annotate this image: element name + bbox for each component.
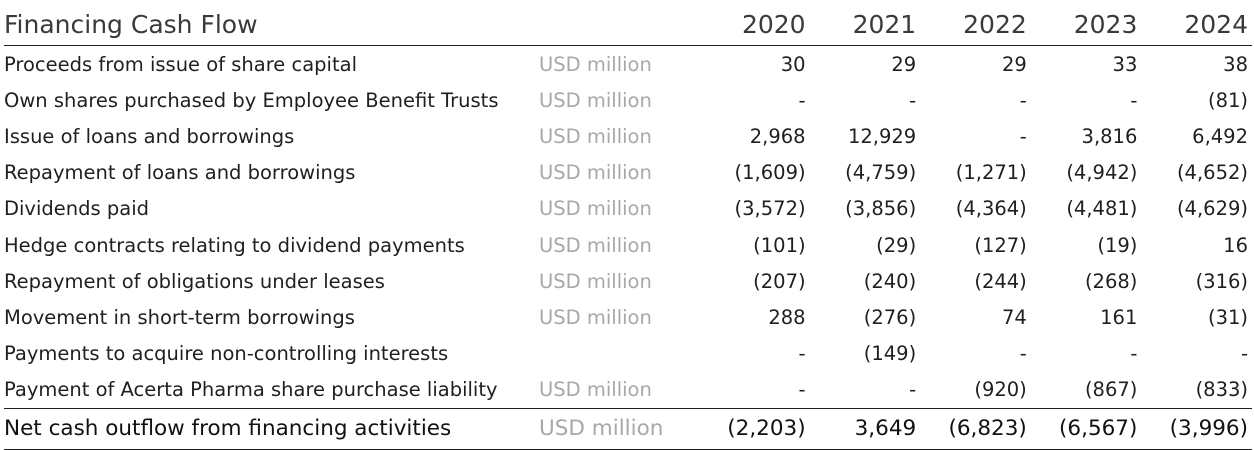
row-value: (240) — [863, 269, 917, 293]
row-value: - — [1130, 342, 1138, 366]
row-value: (3,856) — [845, 197, 917, 221]
total-unit: USD million — [539, 407, 699, 450]
row-value: (833) — [1195, 378, 1248, 402]
row-value: (1,271) — [955, 161, 1027, 185]
row-value: - — [1130, 88, 1138, 112]
row-value: (276) — [863, 305, 917, 329]
row-label: Hedge contracts relating to dividend pay… — [4, 233, 465, 257]
year-header: 2022 — [920, 4, 1031, 46]
table-row: Dividends paid USD million (3,572) (3,85… — [4, 191, 1252, 227]
row-value: (920) — [974, 378, 1027, 402]
row-value: 6,492 — [1192, 124, 1248, 148]
total-value: 3,649 — [809, 407, 921, 450]
row-unit: USD million — [539, 161, 652, 185]
total-value: (6,823) — [920, 407, 1031, 450]
row-unit: USD million — [539, 52, 652, 76]
row-value: - — [798, 378, 806, 402]
row-value: (101) — [753, 233, 806, 257]
row-value: 38 — [1223, 52, 1248, 76]
row-value: (81) — [1207, 88, 1248, 112]
row-value: - — [1240, 342, 1248, 366]
row-value: (19) — [1097, 233, 1138, 257]
row-label: Repayment of loans and borrowings — [4, 161, 356, 185]
row-label: Repayment of obligations under leases — [4, 269, 385, 293]
row-value: (4,481) — [1066, 197, 1138, 221]
table-row: Repayment of obligations under leases US… — [4, 263, 1252, 299]
total-value: (6,567) — [1030, 407, 1142, 450]
row-value: - — [798, 342, 806, 366]
table-row: Repayment of loans and borrowings USD mi… — [4, 155, 1252, 191]
row-unit: USD million — [539, 124, 652, 148]
table-row: Payment of Acerta Pharma share purchase … — [4, 372, 1252, 409]
row-value: 16 — [1223, 233, 1248, 257]
total-row: Net cash outflow from financing activiti… — [4, 407, 1252, 450]
row-value: (867) — [1084, 378, 1138, 402]
row-value: (316) — [1195, 269, 1248, 293]
total-value: (2,203) — [699, 407, 810, 450]
row-value: 29 — [891, 52, 917, 76]
row-value: (4,364) — [955, 197, 1027, 221]
table-title: Financing Cash Flow — [4, 4, 699, 46]
row-unit: USD million — [539, 88, 652, 112]
row-value: (29) — [876, 233, 917, 257]
row-value: - — [798, 88, 806, 112]
row-value: 3,816 — [1081, 124, 1138, 148]
row-value: (1,609) — [734, 161, 806, 185]
row-value: 161 — [1100, 305, 1138, 329]
table-row: Movement in short-term borrowings USD mi… — [4, 299, 1252, 335]
table-row: Payments to acquire non-controlling inte… — [4, 336, 1252, 372]
table-row: Proceeds from issue of share capital USD… — [4, 46, 1252, 83]
row-value: 74 — [1001, 305, 1027, 329]
row-unit: USD million — [539, 233, 652, 257]
row-label: Payments to acquire non-controlling inte… — [4, 342, 449, 366]
row-value: (4,942) — [1066, 161, 1138, 185]
row-value: - — [1019, 88, 1027, 112]
row-label: Dividends paid — [4, 197, 149, 221]
row-value: (149) — [863, 342, 917, 366]
table-row: Issue of loans and borrowings USD millio… — [4, 118, 1252, 154]
header-row: Financing Cash Flow 2020 2021 2022 2023 … — [4, 4, 1252, 46]
row-value: (127) — [974, 233, 1027, 257]
financing-cash-flow-table: Financing Cash Flow 2020 2021 2022 2023 … — [4, 4, 1252, 450]
row-unit: USD million — [539, 269, 652, 293]
row-value: - — [909, 378, 917, 402]
row-value: (4,629) — [1176, 197, 1248, 221]
row-unit: USD million — [539, 197, 652, 221]
table-row: Hedge contracts relating to dividend pay… — [4, 227, 1252, 263]
row-value: 33 — [1112, 52, 1138, 76]
row-value: 288 — [768, 305, 806, 329]
row-value: 30 — [780, 52, 806, 76]
row-label: Own shares purchased by Employee Benefit… — [4, 88, 499, 112]
row-label: Payment of Acerta Pharma share purchase … — [4, 378, 498, 402]
row-value: 12,929 — [847, 124, 917, 148]
row-label: Movement in short-term borrowings — [4, 305, 355, 329]
row-value: (207) — [753, 269, 806, 293]
row-label: Issue of loans and borrowings — [4, 124, 295, 148]
row-value: (31) — [1207, 305, 1248, 329]
row-value: (4,652) — [1176, 161, 1248, 185]
year-header: 2020 — [699, 4, 810, 46]
row-value: (3,572) — [734, 197, 806, 221]
year-header: 2021 — [809, 4, 921, 46]
row-unit: USD million — [539, 378, 652, 402]
total-label: Net cash outflow from financing activiti… — [4, 407, 539, 450]
total-value: (3,996) — [1141, 407, 1252, 450]
row-unit: USD million — [539, 305, 652, 329]
row-value: 29 — [1001, 52, 1027, 76]
row-unit — [539, 336, 699, 372]
row-value: - — [1019, 342, 1027, 366]
year-header: 2024 — [1141, 4, 1252, 46]
row-value: 2,968 — [749, 124, 806, 148]
row-label: Proceeds from issue of share capital — [4, 52, 357, 76]
year-header: 2023 — [1030, 4, 1142, 46]
table-row: Own shares purchased by Employee Benefit… — [4, 82, 1252, 118]
row-value: (268) — [1084, 269, 1138, 293]
row-value: (244) — [974, 269, 1027, 293]
row-value: - — [1019, 124, 1027, 148]
row-value: - — [909, 88, 917, 112]
row-value: (4,759) — [845, 161, 917, 185]
